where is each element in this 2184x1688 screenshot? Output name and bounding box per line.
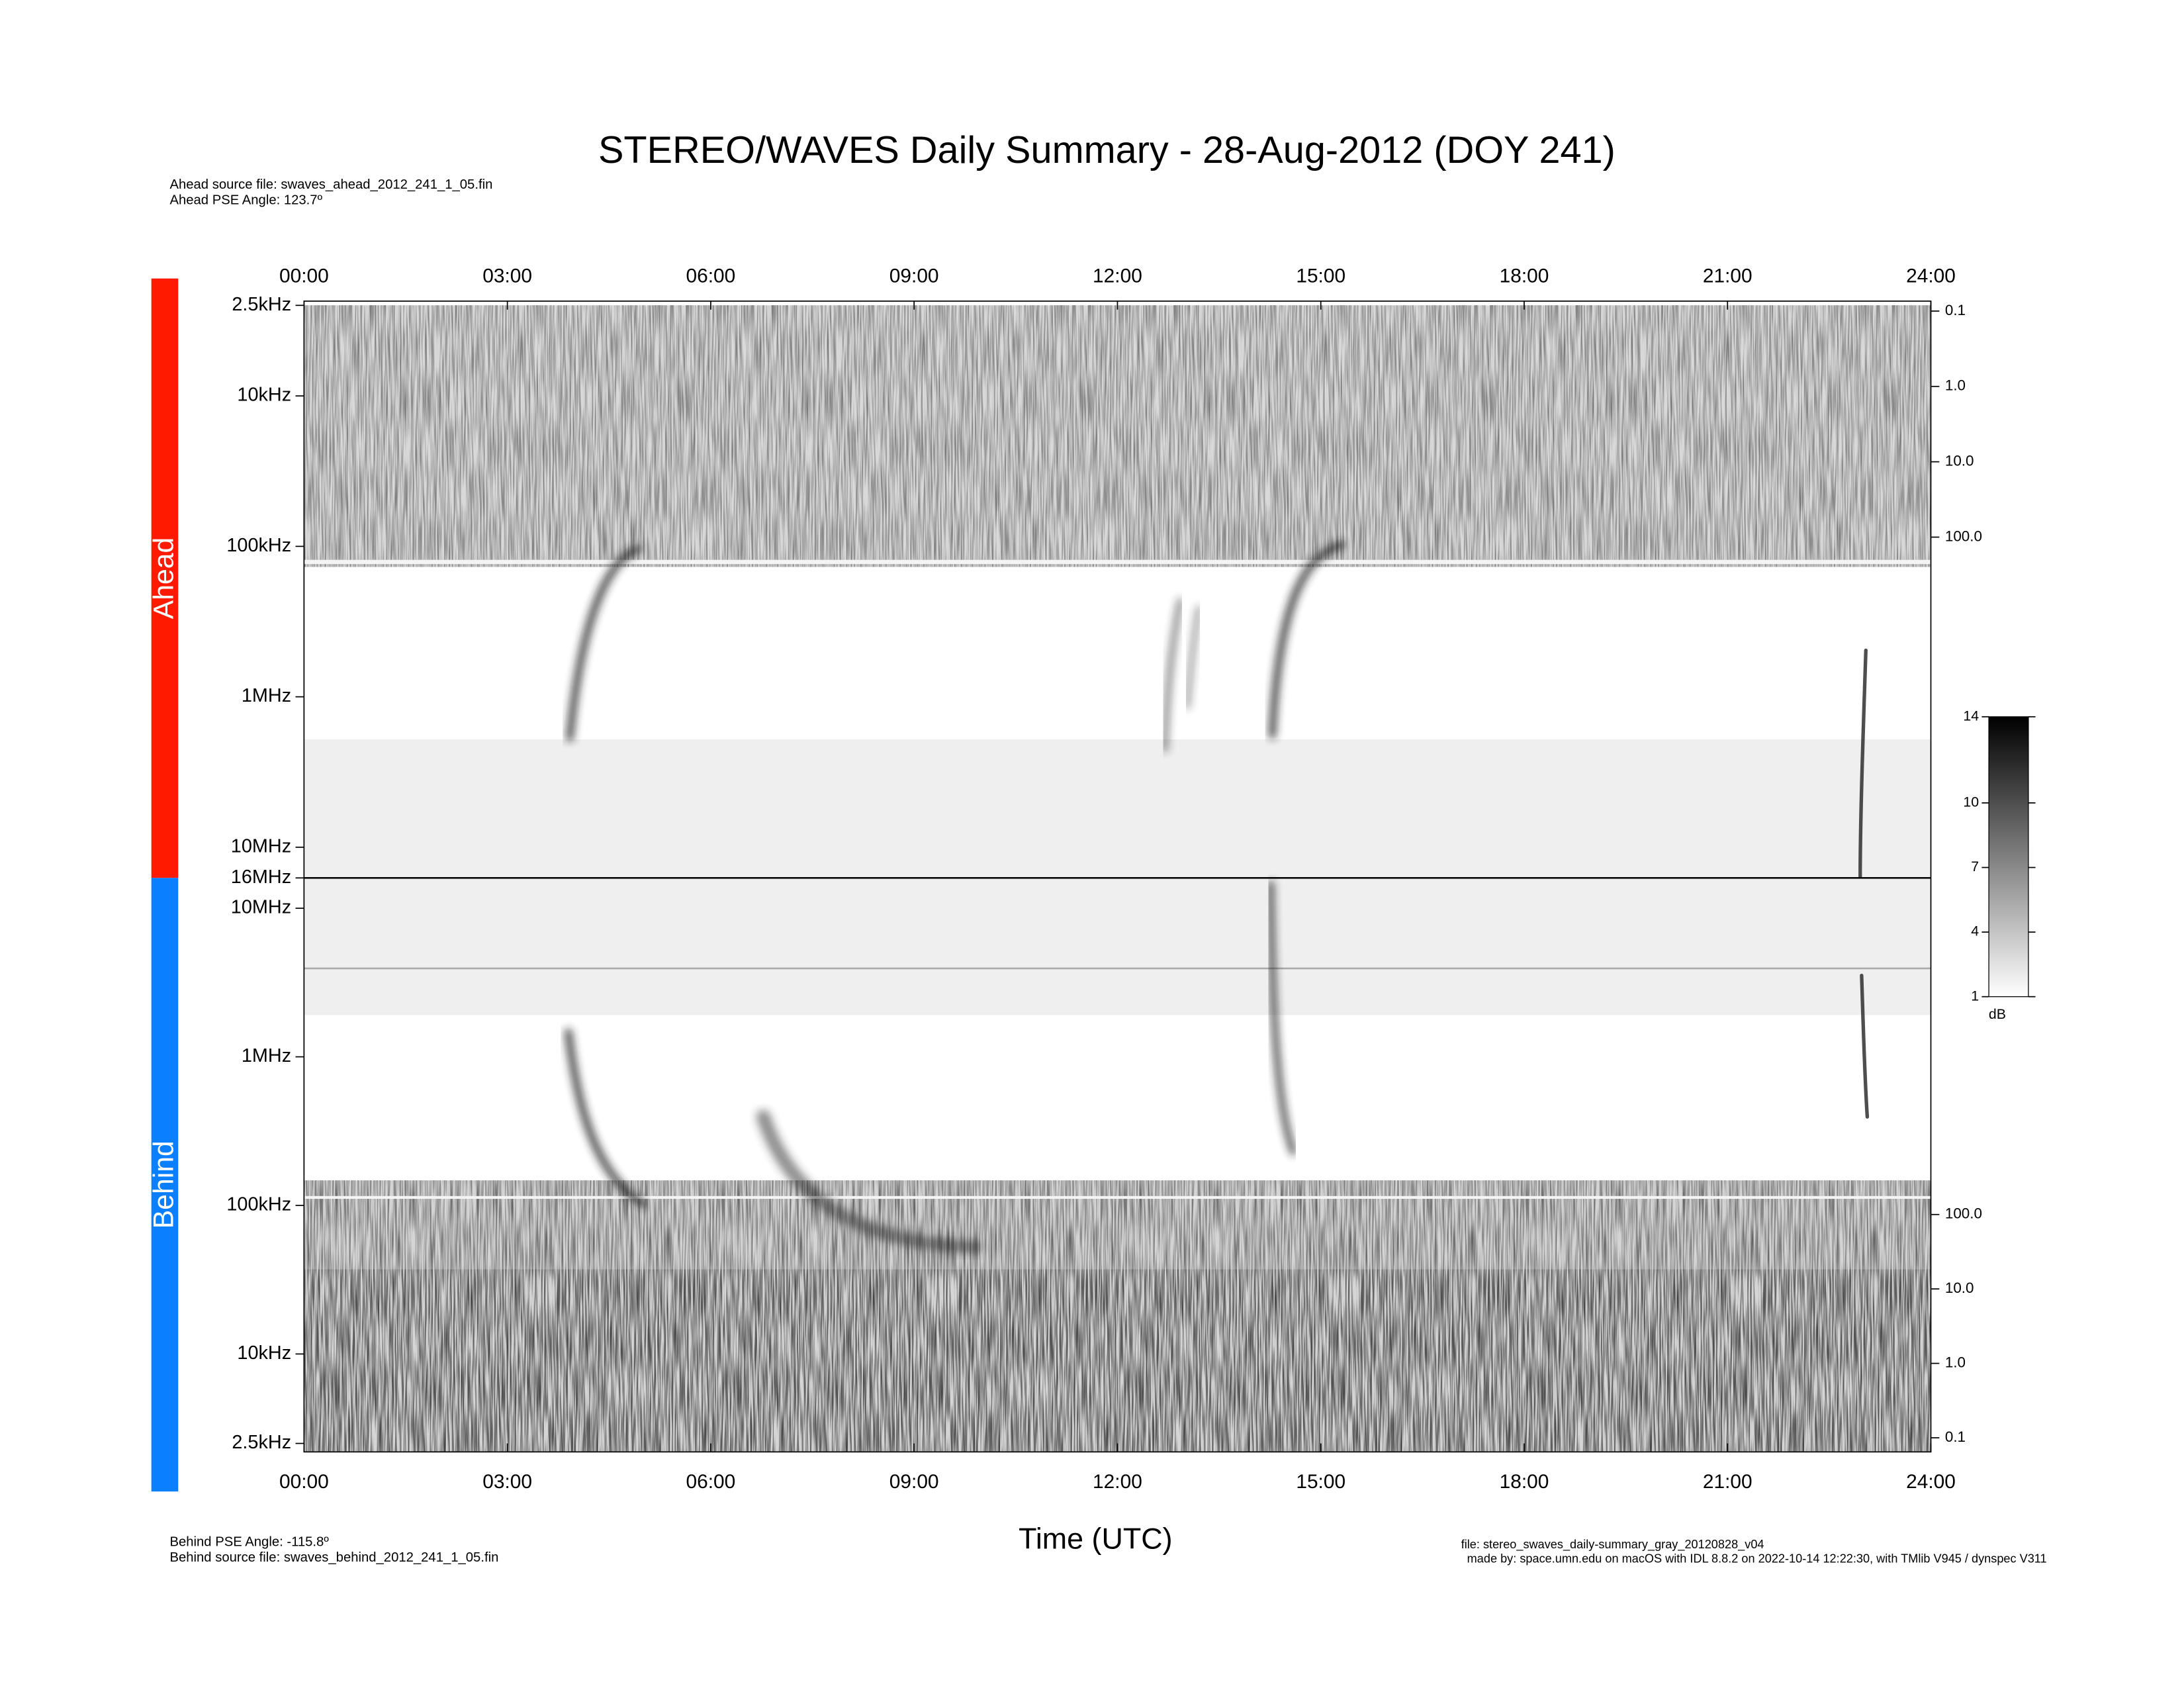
x-tick-label: 06:00 — [686, 1471, 736, 1493]
x-tick-label: 12:00 — [1093, 265, 1142, 287]
y-tick-label: 10MHz — [231, 835, 291, 857]
burst — [756, 1109, 983, 1254]
burst — [1268, 540, 1347, 739]
y-tick-label: 100kHz — [226, 535, 291, 556]
panel-label: Ahead — [148, 538, 179, 619]
x-tick-label: 15:00 — [1296, 265, 1345, 287]
y-tick-label: 10MHz — [231, 897, 291, 918]
colorbar-tick-label: 7 — [1971, 859, 1979, 874]
x-tick-label: 09:00 — [889, 1471, 939, 1493]
y-tick-label: 10kHz — [237, 1342, 291, 1364]
y-tick-label: 10kHz — [237, 385, 291, 406]
annotation: file: stereo_swaves_daily-summary_gray_2… — [1461, 1538, 1764, 1552]
y2-tick-label: 0.1 — [1945, 302, 1966, 318]
panel-bar — [151, 278, 179, 878]
annotation: Ahead source file: swaves_ahead_2012_241… — [169, 177, 492, 192]
x-tick-label: 06:00 — [686, 265, 736, 287]
band-edge — [304, 559, 1931, 565]
panel-bar — [151, 878, 179, 1492]
burst — [1185, 606, 1201, 710]
y2-tick-label: 0.1 — [1945, 1429, 1966, 1445]
x-tick-label: 09:00 — [889, 265, 939, 287]
y-tick-label: 2.5kHz — [232, 1432, 291, 1453]
chart-title: STEREO/WAVES Daily Summary - 28-Aug-2012… — [598, 129, 1615, 171]
y-tick-label: 1MHz — [242, 1045, 291, 1066]
burst — [565, 1028, 647, 1208]
y-tick-label: 100kHz — [226, 1194, 291, 1215]
y2-tick-label: 100.0 — [1945, 528, 1982, 544]
burst — [1860, 973, 1870, 1119]
spectrogram — [303, 301, 1932, 1456]
noise-texture — [304, 305, 1931, 567]
y-tick-label: 16MHz — [231, 867, 291, 888]
colorbar — [1988, 716, 2029, 998]
x-tick-label: 15:00 — [1296, 1471, 1345, 1493]
colorbar-tick-label: 1 — [1971, 988, 1979, 1004]
band-edge — [304, 1196, 1931, 1199]
x-tick-label: 00:00 — [279, 1471, 329, 1493]
y-tick-label: 2.5kHz — [232, 294, 291, 315]
burst — [1161, 598, 1183, 753]
x-tick-label: 12:00 — [1093, 1471, 1142, 1493]
noise-texture — [304, 1269, 1931, 1452]
colorbar-tick-label: 4 — [1971, 923, 1979, 939]
y-tick-label: 1MHz — [242, 685, 291, 706]
colorbar-tick-label: 10 — [1963, 794, 1979, 810]
annotation: Ahead PSE Angle: 123.7º — [169, 193, 322, 208]
x-tick-label: 18:00 — [1500, 1471, 1549, 1493]
annotation: made by: space.umn.edu on macOS with IDL… — [1467, 1552, 2047, 1565]
colorbar-label: dB — [1989, 1006, 2006, 1022]
x-tick-label: 00:00 — [279, 265, 329, 287]
x-tick-label: 03:00 — [482, 265, 532, 287]
x-tick-label: 21:00 — [1703, 265, 1752, 287]
x-tick-label: 24:00 — [1906, 1471, 1956, 1493]
burst — [1267, 880, 1297, 1155]
x-tick-label: 03:00 — [482, 1471, 532, 1493]
y2-tick-label: 1.0 — [1945, 377, 1966, 394]
bursts — [565, 540, 1870, 1456]
x-tick-label: 24:00 — [1906, 265, 1956, 287]
burst — [566, 545, 643, 742]
x-axis-label: Time (UTC) — [1019, 1522, 1172, 1556]
burst — [1858, 648, 1868, 878]
annotation: Behind PSE Angle: -115.8º — [169, 1534, 329, 1549]
panel-label: Behind — [148, 1141, 179, 1229]
y2-tick-label: 10.0 — [1945, 1280, 1974, 1296]
x-tick-label: 21:00 — [1703, 1471, 1752, 1493]
colorbar-tick-label: 14 — [1963, 708, 1979, 724]
x-tick-label: 18:00 — [1500, 265, 1549, 287]
y2-tick-label: 1.0 — [1945, 1354, 1966, 1371]
y2-tick-label: 10.0 — [1945, 453, 1974, 469]
y2-tick-label: 100.0 — [1945, 1205, 1982, 1222]
noise-band — [304, 878, 1931, 1015]
noise-band — [304, 739, 1931, 878]
annotation: Behind source file: swaves_behind_2012_2… — [169, 1550, 498, 1565]
